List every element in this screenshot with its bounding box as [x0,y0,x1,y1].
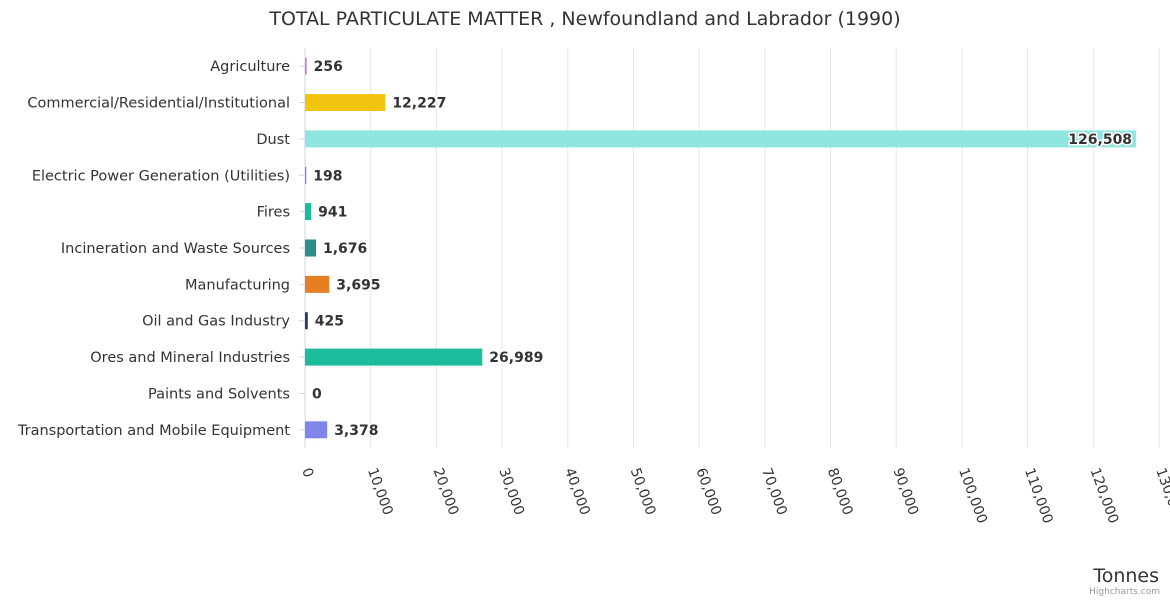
data-label: 1,676 [323,241,367,257]
category-label: Agriculture [210,59,290,75]
bar-transportation-and-mobile-equipment[interactable] [305,421,328,439]
category-label: Ores and Mineral Industries [90,350,290,366]
x-tick-label: 20,000 [430,466,462,518]
data-label: 3,695 [336,277,380,293]
x-tick-label: 90,000 [889,466,921,518]
category-label: Paints and Solvents [148,386,290,402]
bar-ores-and-mineral-industries[interactable] [305,348,483,366]
bar-manufacturing[interactable] [305,275,330,293]
x-tick-label: 130,000 [1152,466,1170,526]
x-tick-label: 60,000 [692,466,724,518]
y-axis-line [299,48,306,448]
credits-link[interactable]: Highcharts.com [1089,587,1160,597]
data-labels: 256 12,227 126,508 198 941 1,676 3,695 425 26,98… [311,58,1134,441]
x-tick-label: 0 [298,466,316,480]
category-label: Manufacturing [185,277,290,293]
data-label: 126,508 [1068,132,1132,148]
category-label: Commercial/Residential/Institutional [27,96,290,112]
x-tick-label: 110,000 [1021,466,1056,526]
category-label: Fires [257,205,290,221]
x-tick-label: 10,000 [364,466,396,518]
data-label: 12,227 [392,96,446,112]
gridlines [304,48,1160,448]
x-axis-title: Tonnes [1092,565,1159,587]
category-label: Oil and Gas Industry [142,314,290,330]
x-tick-label: 120,000 [1087,466,1122,526]
category-label: Electric Power Generation (Utilities) [32,168,290,184]
chart-title: TOTAL PARTICULATE MATTER , Newfoundland … [268,8,900,30]
bar-oil-and-gas-industry[interactable] [305,312,308,330]
bar-commercial-residential-institutional[interactable] [305,94,386,112]
bar-fires[interactable] [305,203,312,221]
data-label: 198 [313,168,342,184]
x-tick-label: 80,000 [824,466,856,518]
bar-series [305,57,1137,439]
x-tick-label: 30,000 [495,466,527,518]
data-label: 3,378 [334,423,378,439]
x-tick-label: 70,000 [758,466,790,518]
data-label: 0 [312,386,322,402]
category-label: Transportation and Mobile Equipment [17,423,290,439]
data-label: 256 [314,59,343,75]
x-tick-label: 40,000 [561,466,593,518]
data-label: 425 [315,314,344,330]
category-labels: Agriculture Commercial/Residential/Instit… [17,59,291,439]
x-tick-label: 100,000 [955,466,990,526]
bar-electric-power-generation-utilities-[interactable] [305,166,307,184]
category-label: Dust [256,132,290,148]
data-label: 941 [318,205,347,221]
bar-dust[interactable] [305,130,1137,148]
data-label: 26,989 [489,350,543,366]
x-axis-ticks: 0 10,000 20,000 30,000 40,000 50,000 60,000 70,… [298,466,1170,526]
x-tick-label: 50,000 [627,466,659,518]
category-label: Incineration and Waste Sources [61,241,290,257]
bar-agriculture[interactable] [305,57,307,75]
bar-incineration-and-waste-sources[interactable] [305,239,317,257]
